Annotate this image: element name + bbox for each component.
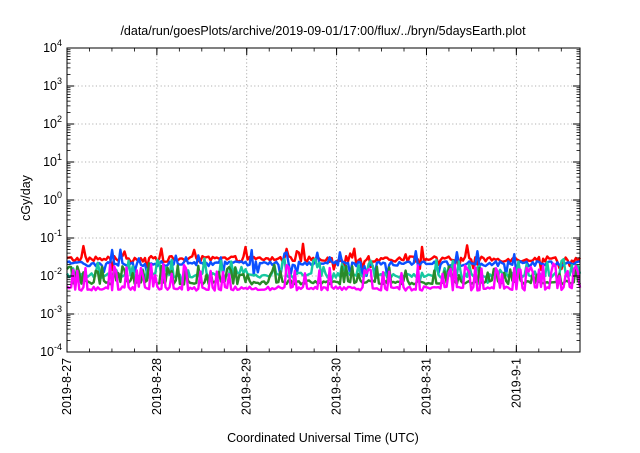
y-tick-label: 100 (43, 190, 62, 207)
x-axis: 2019-8-27 2019-8-28 2019-8-29 2019-8-30 2019… (60, 48, 562, 415)
x-tick-label: 2019-8-28 (150, 358, 164, 415)
y-tick-label: 10-2 (40, 266, 62, 283)
y-tick-label: 10-1 (40, 228, 62, 245)
series-line-1 (66, 242, 582, 272)
x-tick-label: 2019-9-1 (509, 358, 523, 408)
x-tick-label: 2019-8-31 (419, 358, 433, 415)
x-axis-label: Coordinated Universal Time (UTC) (227, 431, 419, 445)
y-axis: 104 103 102 101 100 10-1 10-2 10-3 10-4 (40, 38, 580, 359)
series-line-5 (66, 262, 582, 292)
y-tick-label: 102 (43, 114, 62, 131)
y-tick-label: 103 (43, 76, 62, 93)
y-tick-label: 104 (43, 38, 62, 55)
y-tick-label: 10-3 (40, 304, 62, 321)
chart-title: /data/run/goesPlots/archive/2019-09-01/1… (120, 24, 526, 38)
grid-lines (66, 47, 580, 353)
y-tick-label: 10-4 (40, 342, 62, 359)
x-tick-label: 2019-8-29 (240, 358, 254, 415)
data-series (65, 242, 582, 292)
y-tick-label: 101 (43, 152, 62, 169)
x-tick-label: 2019-8-27 (60, 358, 74, 415)
y-axis-label: cGy/day (19, 174, 33, 221)
series-line-2 (66, 248, 581, 277)
x-tick-label: 2019-8-30 (330, 358, 344, 415)
